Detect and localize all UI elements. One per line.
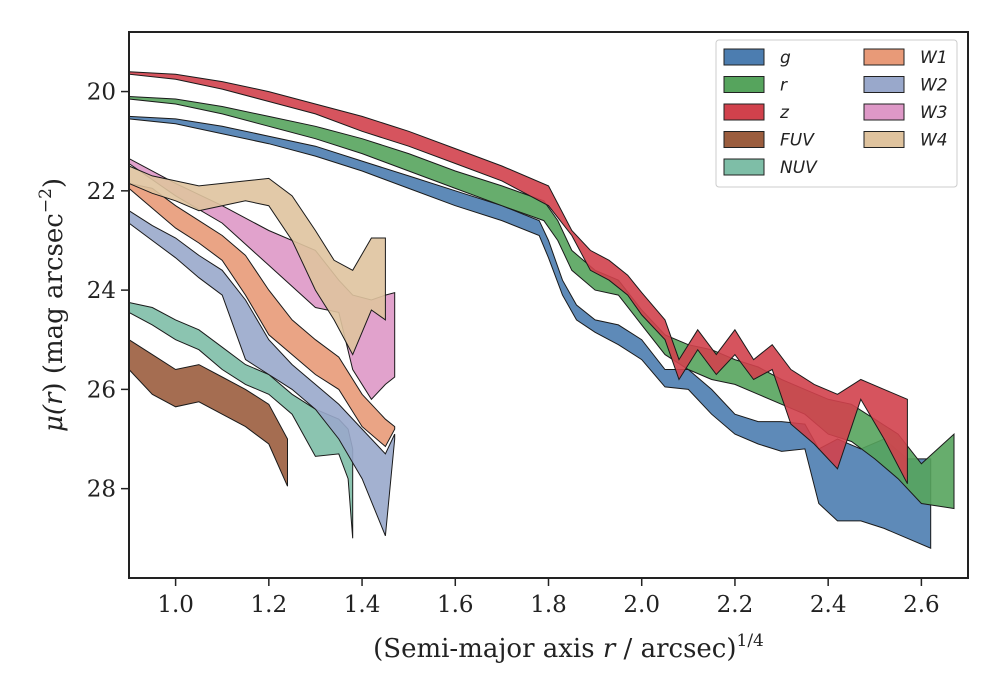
x-tick-label: 2.6	[903, 592, 940, 618]
x-axis-ticks: 1.0 1.2 1.4 1.6 1.8 2.0 2.2 2.4 2.6	[157, 578, 940, 618]
x-tick-label: 2.0	[623, 592, 660, 618]
legend: grz FUV NUV W1 W2 W3 W4	[715, 39, 958, 188]
x-tick-label: 2.2	[717, 592, 754, 618]
legend-label-g: g	[780, 48, 791, 68]
band-w2	[128, 209, 396, 536]
band-r	[128, 95, 955, 510]
legend-label-w2: W2	[920, 76, 948, 96]
y-axis-label-pre: μ(	[39, 404, 69, 432]
y-axis-label-post: ) (mag arcsec	[39, 213, 69, 392]
y-tick-label: 26	[87, 377, 116, 403]
x-axis-label: (Semi-major axis r / arcsec)1/4	[373, 631, 764, 664]
band-fuv	[128, 338, 288, 487]
x-axis-label-pre: (Semi-major axis	[373, 634, 603, 664]
legend-label-nuv: NUV	[780, 158, 818, 178]
band-nuv	[128, 301, 354, 539]
y-axis-label-end: )	[39, 178, 69, 188]
y-tick-label: 22	[87, 179, 116, 205]
legend-label-w1: W1	[920, 48, 948, 68]
legend-swatch-w2	[863, 76, 905, 93]
legend-swatch-w4	[863, 131, 905, 148]
band-w3	[128, 157, 396, 401]
y-axis-ticks: 20 22 24 26 28	[87, 80, 129, 503]
x-tick-label: 1.8	[530, 592, 567, 618]
x-axis-label-post: / arcsec)	[615, 634, 736, 664]
legend-label-z: z	[779, 103, 790, 123]
legend-swatch-z	[723, 103, 765, 121]
y-axis-label: μ(r) (mag arcsec−2)	[36, 178, 69, 432]
x-tick-label: 1.0	[157, 592, 194, 618]
legend-label-r: r	[780, 76, 788, 96]
x-axis-label-var: r	[603, 634, 617, 664]
band-g	[128, 115, 932, 549]
x-tick-label: 1.2	[251, 592, 288, 618]
x-tick-label: 1.6	[437, 592, 474, 618]
x-axis-label-sup: 1/4	[737, 631, 764, 651]
legend-label-fuv: FUV	[780, 131, 815, 151]
band-w4	[128, 165, 386, 356]
legend-swatch-fuv	[723, 131, 765, 148]
y-tick-label: 28	[87, 477, 116, 503]
legend-swatch-g	[723, 48, 765, 66]
legend-swatch-w3	[863, 103, 905, 121]
y-tick-label: 24	[87, 278, 116, 304]
x-tick-label: 1.4	[344, 592, 381, 618]
x-tick-label: 2.4	[810, 592, 847, 618]
legend-swatch-nuv	[723, 158, 765, 176]
y-axis-label-var: r	[39, 391, 69, 405]
legend-swatch-r	[723, 76, 765, 93]
band-w1	[128, 182, 396, 448]
y-tick-label: 20	[87, 80, 116, 106]
legend-swatch-w1	[863, 48, 905, 66]
legend-label-w3: W3	[920, 103, 948, 123]
legend-label-w4: W4	[920, 131, 948, 151]
band-z	[128, 71, 908, 484]
y-axis-label-sup: −2	[36, 188, 56, 213]
data-bands	[128, 71, 955, 549]
